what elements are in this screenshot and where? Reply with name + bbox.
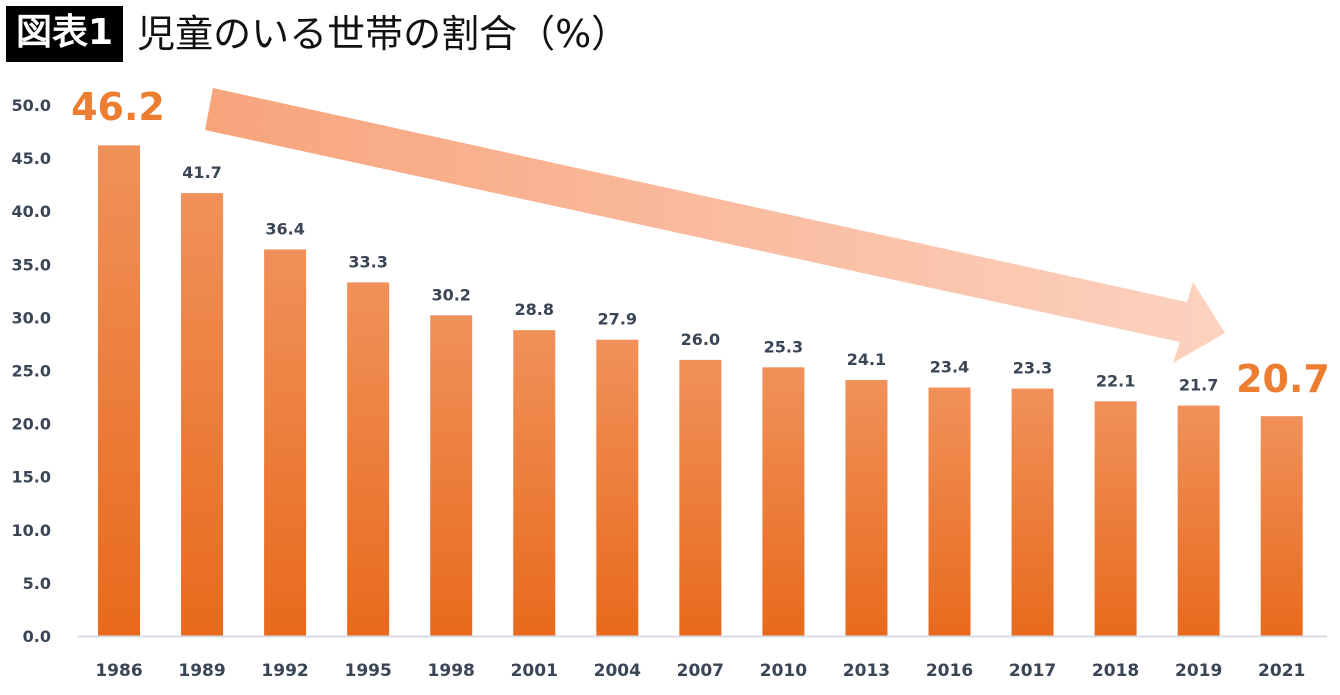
- bar-2016: [928, 387, 971, 636]
- chart-title-text: 児童のいる世帯の割合（%）: [137, 12, 630, 56]
- data-label: 25.3: [764, 337, 803, 356]
- bar-1986: [98, 145, 140, 636]
- bar-2021: [1260, 416, 1303, 636]
- y-tick-label: 45.0: [12, 149, 51, 168]
- x-tick-label: 1992: [261, 661, 308, 681]
- bar-2017: [1011, 388, 1054, 636]
- figure-number-badge: 図表1: [6, 6, 124, 62]
- bar-1992: [264, 249, 307, 636]
- bar-2010: [762, 367, 805, 636]
- bars: [98, 145, 1303, 636]
- x-tick-label: 1998: [428, 661, 475, 681]
- data-label: 36.4: [265, 219, 304, 238]
- bar-2018: [1094, 401, 1137, 636]
- x-tick-label: 2010: [760, 661, 807, 681]
- y-tick-label: 25.0: [12, 362, 51, 381]
- data-label: 28.8: [515, 300, 554, 319]
- trend-arrow: [205, 88, 1225, 363]
- x-tick-label: 2007: [677, 661, 724, 681]
- x-tick-label: 2017: [1009, 661, 1056, 681]
- data-label: 33.3: [348, 252, 387, 271]
- bar-2013: [845, 380, 888, 636]
- data-label: 23.3: [1013, 359, 1052, 378]
- data-label: 22.1: [1096, 371, 1135, 390]
- bar-2019: [1177, 405, 1220, 636]
- x-tick-label: 1995: [344, 661, 391, 681]
- data-label: 24.1: [847, 350, 886, 369]
- data-label: 30.2: [431, 285, 470, 304]
- y-tick-label: 30.0: [12, 308, 51, 327]
- x-tick-label: 1989: [178, 661, 225, 681]
- chart-title: 図表1 児童のいる世帯の割合（%）: [6, 6, 629, 62]
- trend-arrow-layer: [205, 88, 1225, 363]
- x-tick-label: 1986: [95, 661, 142, 681]
- data-label-highlight-start: 46.2: [71, 85, 165, 129]
- bar-1998: [430, 315, 473, 636]
- data-label: 21.7: [1179, 376, 1218, 395]
- data-label: 41.7: [182, 163, 221, 182]
- y-axis: 0.0 5.0 10.0 15.0 20.0 25.0 30.0 35.0 40.0 45.0 50…: [12, 96, 51, 646]
- y-tick-label: 0.0: [23, 627, 51, 646]
- bar-2001: [513, 330, 556, 636]
- bar-2004: [596, 339, 639, 636]
- x-tick-label: 2016: [926, 661, 973, 681]
- bar-2007: [679, 359, 722, 636]
- data-label: 27.9: [598, 310, 637, 329]
- x-tick-label: 2004: [594, 661, 641, 681]
- data-labels: 46.2 41.7 36.4 33.3 30.2 28.8 27.9 26.0 25.3 24.1…: [71, 85, 1330, 401]
- bar-1995: [347, 282, 390, 636]
- y-tick-label: 50.0: [12, 96, 51, 115]
- data-label-highlight-end: 20.7: [1236, 357, 1330, 401]
- x-axis: 1986 1989 1992 1995 1998 2001 2004 2007 2010 2013…: [95, 661, 1305, 681]
- x-tick-label: 2018: [1092, 661, 1139, 681]
- bar-1989: [181, 193, 224, 636]
- data-label: 26.0: [681, 330, 720, 349]
- y-tick-label: 15.0: [12, 468, 51, 487]
- y-tick-label: 35.0: [12, 255, 51, 274]
- y-tick-label: 5.0: [23, 574, 51, 593]
- data-label: 23.4: [930, 357, 969, 376]
- y-tick-label: 10.0: [12, 521, 51, 540]
- y-tick-label: 20.0: [12, 415, 51, 434]
- x-tick-label: 2013: [843, 661, 890, 681]
- x-tick-label: 2021: [1258, 661, 1305, 681]
- x-tick-label: 2001: [511, 661, 558, 681]
- y-tick-label: 40.0: [12, 202, 51, 221]
- x-tick-label: 2019: [1175, 661, 1222, 681]
